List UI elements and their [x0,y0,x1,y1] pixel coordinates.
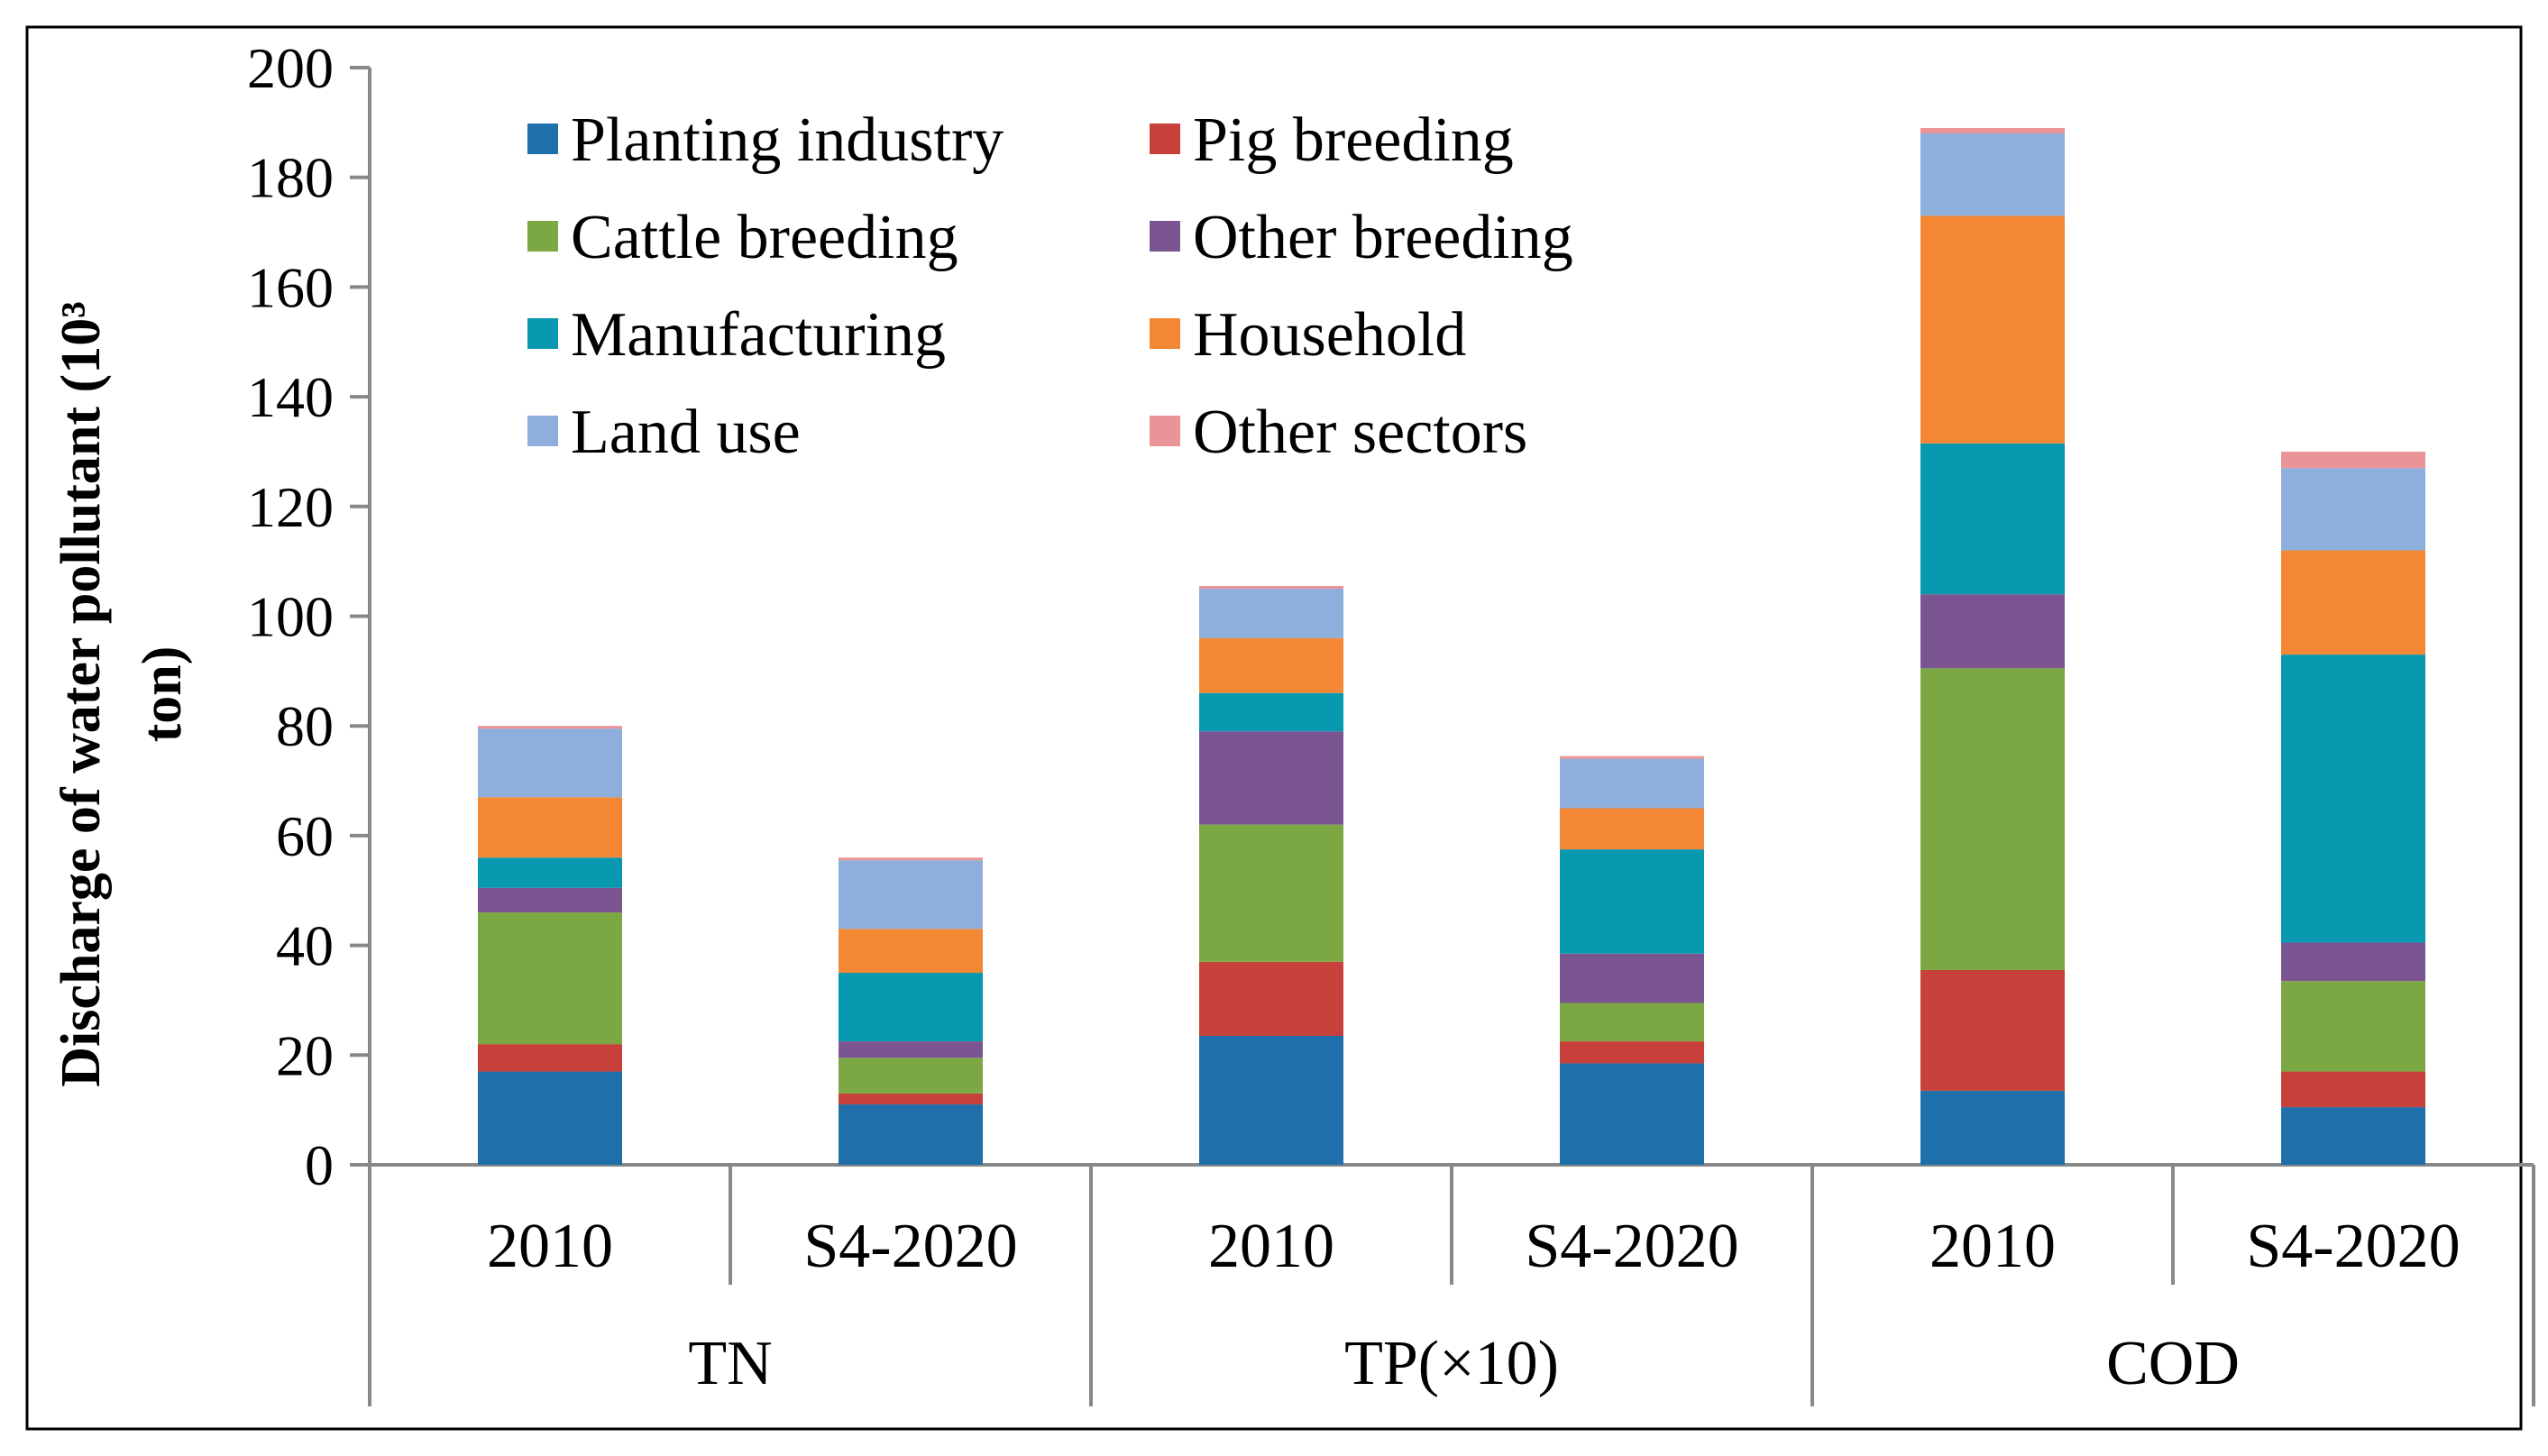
bar-segment [1920,127,2065,134]
x-category-label: 2010 [1929,1212,2056,1281]
bar-segment [1920,594,2065,669]
bar-segment [2281,550,2425,655]
bar-segment [478,726,622,729]
y-axis-label-line1: Discharge of water pollutant (10³ [50,301,112,1087]
legend-label: Cattle breeding [571,203,958,272]
bar-segment [1920,1090,2065,1165]
bar-segment [2281,981,2425,1072]
bar-segment [839,1041,983,1058]
bar-segment [1199,961,1343,1037]
bar-segment [478,857,622,888]
bar-segment [839,973,983,1042]
legend-swatch [1150,221,1180,252]
legend-swatch [1150,124,1180,154]
bar-segment [1560,953,1704,1003]
legend-label: Land use [571,398,801,467]
legend-label: Planting industry [571,105,1004,175]
bar-segment [1199,1036,1343,1165]
y-tick-label: 120 [247,475,334,539]
x-category-label: S4-2020 [1525,1212,1738,1281]
bar-segment [478,1071,622,1165]
y-tick-label: 60 [276,804,334,868]
legend-swatch [527,221,558,252]
bar-segment [1560,808,1704,850]
x-category-label: 2010 [1208,1212,1334,1281]
y-tick-label: 80 [276,694,334,758]
y-tick-label: 200 [247,36,334,100]
bar-segment [1199,637,1343,693]
bar-segment [1199,586,1343,590]
bar-segment [1199,731,1343,825]
bar-segment [839,1104,983,1165]
y-axis-label: Discharge of water pollutant (10³ ton) [50,301,193,1087]
bar-segment [839,1093,983,1105]
y-tick-label: 0 [305,1133,334,1197]
legend-label: Other breeding [1193,203,1573,272]
bar-segment [1920,215,2065,444]
bar-segment [1199,589,1343,638]
bar-segment [1199,692,1343,732]
x-category-label: 2010 [487,1212,613,1281]
bar-segment [2281,468,2425,551]
bar-segment [478,797,622,858]
legend-swatch [527,318,558,349]
bar-segment [1199,824,1343,962]
bar-segment [2281,451,2425,469]
legend-label: Manufacturing [571,300,946,370]
bar-segment [2281,1107,2425,1165]
bar-segment [839,860,983,929]
bar-segment [1560,758,1704,809]
bar-segment [478,1044,622,1072]
x-category-label: S4-2020 [803,1212,1017,1281]
bar-segment [2281,1071,2425,1108]
y-tick-label: 140 [247,365,334,429]
x-group-label: TN [688,1329,772,1398]
bar-segment [1560,1041,1704,1064]
bar-segment [1920,969,2065,1091]
legend-label: Pig breeding [1193,105,1514,175]
legend-label: Household [1193,300,1466,370]
bar-segment [839,929,983,974]
bar-segment [839,857,983,861]
y-tick-label: 40 [276,914,334,978]
x-category-label: S4-2020 [2246,1212,2460,1281]
y-tick-label: 20 [276,1023,334,1087]
legend-swatch [1150,416,1180,446]
legend-swatch [527,416,558,446]
y-tick-label: 180 [247,146,334,210]
bar-segment [478,887,622,913]
legend-swatch [527,124,558,154]
bar-segment [1920,133,2065,216]
legend-label: Other sectors [1193,398,1527,467]
bar-segment [478,728,622,798]
bar-segment [1920,668,2065,970]
bar-segment [2281,655,2425,943]
y-tick-label: 160 [247,255,334,319]
x-group-label: TP(×10) [1344,1329,1559,1398]
bar-segment [2281,942,2425,982]
bar-segment [1560,1063,1704,1165]
y-tick-label: 100 [247,585,334,649]
bars [478,127,2425,1165]
bar-segment [1560,849,1704,954]
x-group-label: COD [2106,1329,2240,1398]
bar-segment [1560,1003,1704,1042]
y-axis-label-line2: ton) [132,646,193,743]
bar-segment [839,1058,983,1094]
bar-segment [478,912,622,1045]
bar-segment [1560,755,1704,759]
bar-segment [1920,443,2065,595]
legend-swatch [1150,318,1180,349]
axes: 0 20 40 60 80 100 120 140 160 180 200 2010 S4-2020 20… [247,36,2535,1406]
legend: Planting industry Pig breeding Cattle bree… [527,105,1573,467]
